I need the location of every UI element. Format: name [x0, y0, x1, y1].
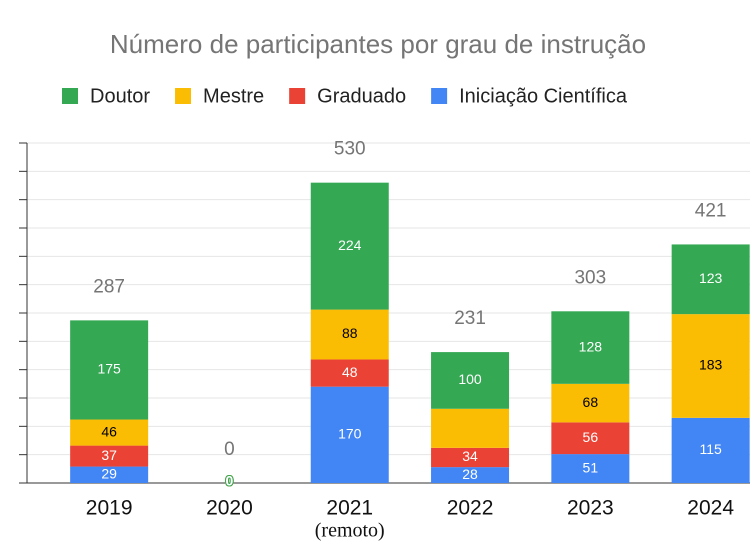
legend-label: Graduado — [317, 85, 406, 107]
total-label: 231 — [454, 308, 486, 329]
data-label: 28 — [462, 466, 478, 482]
total-label: 421 — [695, 200, 727, 221]
bar-segment — [70, 445, 149, 467]
total-label: 0 — [224, 439, 235, 460]
bar-segment — [431, 467, 510, 483]
data-label: 48 — [342, 364, 358, 380]
bar-segment — [431, 408, 510, 448]
x-tick-label: 2022 — [447, 497, 494, 520]
total-label: 530 — [334, 139, 366, 160]
data-label: 46 — [101, 423, 117, 439]
bar-segment — [551, 383, 630, 423]
bar-segment — [551, 454, 630, 483]
data-label: 183 — [699, 357, 723, 373]
legend-swatch — [62, 88, 78, 104]
category-note: (remoto) — [315, 520, 385, 542]
legend-swatch — [175, 88, 192, 104]
bar-segment — [671, 314, 750, 418]
bar-segment — [70, 466, 149, 483]
data-label: 175 — [97, 361, 121, 377]
bar-segment — [551, 422, 630, 455]
data-label: 0 — [226, 473, 234, 489]
x-tick-label: 2019 — [86, 497, 133, 520]
data-label: 51 — [583, 459, 599, 475]
data-label: 34 — [462, 448, 478, 464]
bar-segment — [310, 182, 389, 310]
x-tick-label: 2021 — [326, 497, 373, 520]
data-label: 68 — [583, 394, 599, 410]
data-label: 128 — [579, 338, 603, 354]
chart-title: Número de participantes por grau de inst… — [110, 29, 646, 59]
data-label: 123 — [699, 270, 723, 286]
x-tick-label: 2020 — [206, 497, 253, 520]
legend-label: Mestre — [203, 85, 264, 107]
x-tick-label: 2023 — [567, 497, 614, 520]
data-label: 0 — [226, 473, 234, 489]
data-label: 100 — [458, 371, 482, 387]
bar-segment — [431, 352, 510, 409]
bar-segment — [70, 320, 149, 420]
legend-swatch — [289, 88, 306, 104]
data-label: 115 — [699, 441, 722, 457]
data-label: 170 — [338, 426, 362, 442]
legend-swatch — [431, 88, 448, 104]
bar-segment — [310, 359, 389, 387]
bar-segment — [310, 309, 389, 360]
bar-segment — [310, 386, 389, 483]
data-label: 88 — [342, 325, 358, 341]
total-label: 303 — [574, 267, 606, 288]
total-label: 287 — [93, 276, 125, 297]
data-label: 224 — [338, 237, 362, 253]
data-label: 37 — [101, 447, 117, 463]
legend-label: Doutor — [90, 85, 150, 107]
bar-segment — [70, 419, 149, 446]
bar-segment — [431, 447, 510, 468]
legend-label: Iniciação Científica — [459, 85, 628, 107]
data-label: 29 — [101, 465, 117, 481]
data-label: 56 — [583, 429, 599, 445]
bar-segment — [551, 311, 630, 384]
bar-segment — [671, 244, 750, 315]
data-label: 0 — [226, 473, 234, 489]
bar-segment — [671, 417, 750, 483]
x-tick-label: 2024 — [687, 497, 734, 520]
data-label: 0 — [226, 473, 234, 489]
